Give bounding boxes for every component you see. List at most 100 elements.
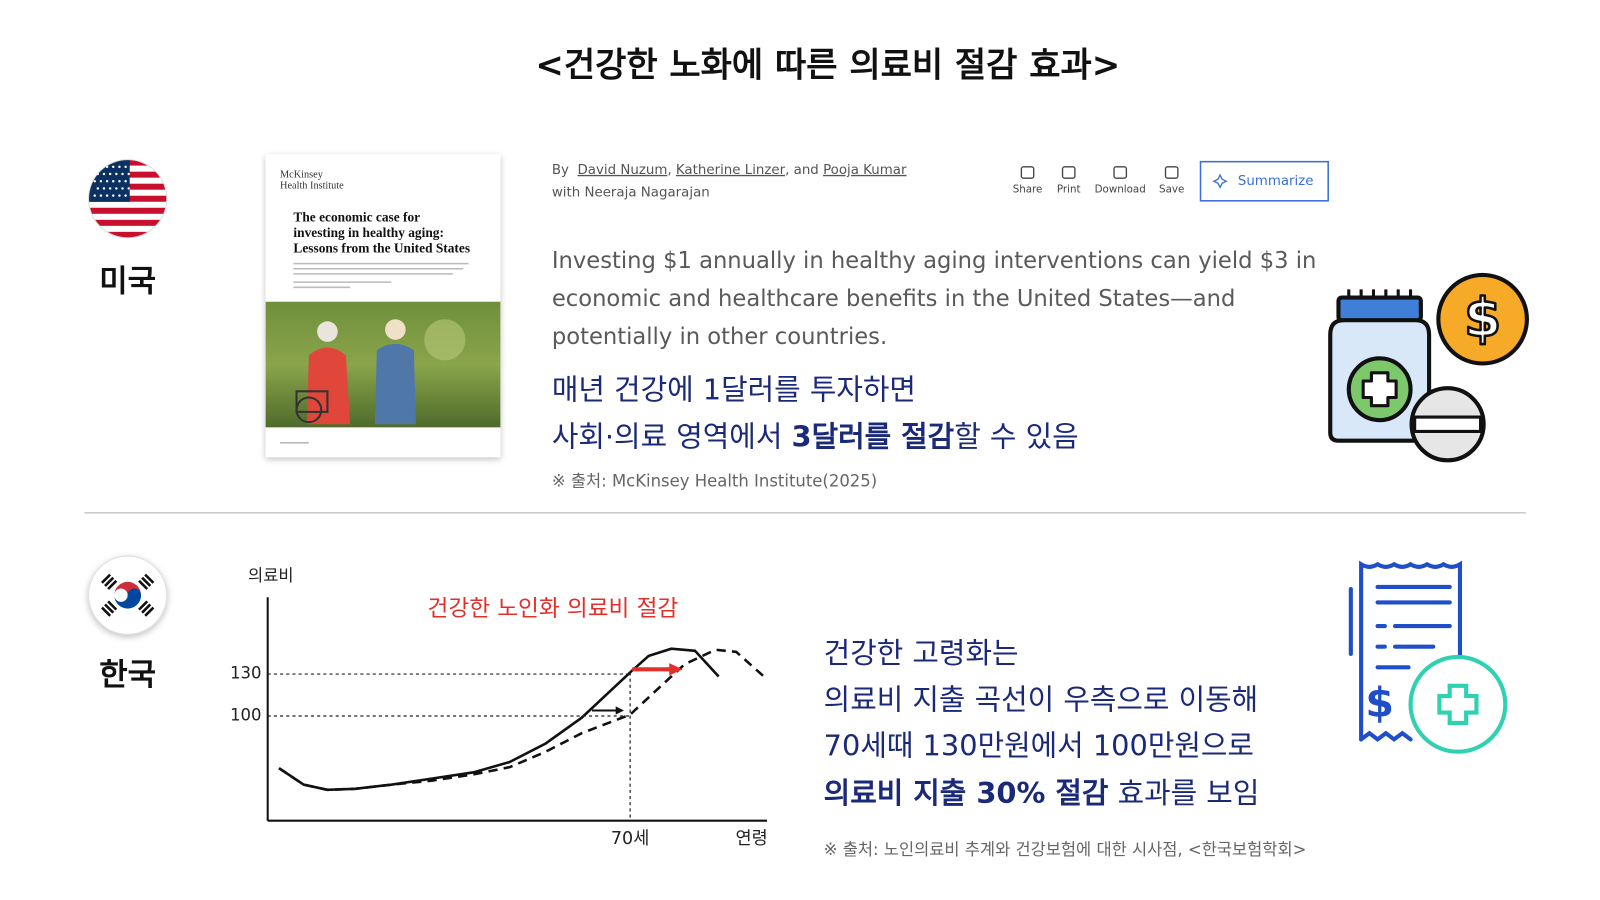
flag-stripe — [88, 231, 167, 238]
flag-star — [124, 165, 127, 169]
summarize-button[interactable] — [1199, 160, 1329, 202]
flag-star — [102, 187, 106, 190]
flag-star — [112, 194, 115, 197]
page-title: <건강한 노화에 따른 의료비 절감 효과> — [535, 45, 1120, 85]
dollar-sign: $ — [1365, 678, 1394, 726]
chart-annotation: 건강한 노인화 의료비 절감 — [428, 596, 679, 622]
dollar-sign: $ — [1464, 286, 1501, 349]
quote-line: Investing $1 annually in healthy aging i… — [552, 248, 1317, 274]
summary-line: 의료비 지출 30% 절감 효과를 보임 — [824, 776, 1260, 810]
y-tick-label: 100 — [230, 705, 261, 724]
flag-star — [118, 194, 121, 197]
flag-star — [99, 194, 103, 197]
summary-line: 의료비 지출 곡선이 우측으로 이동해 — [824, 682, 1258, 716]
flag-star — [127, 187, 130, 190]
photo-people — [295, 319, 466, 425]
summary-line: 70세때 130만원에서 100만원으로 — [824, 729, 1254, 763]
toolbar-icon[interactable] — [1061, 166, 1076, 179]
flag-star — [112, 165, 115, 169]
author-link[interactable]: Katherine Linzer — [676, 163, 786, 178]
byline-word: By — [552, 163, 569, 178]
cover-fine-print — [280, 262, 469, 444]
country-label: 미국 — [99, 264, 156, 300]
flag-star — [124, 194, 127, 197]
summary-line: 건강한 고령화는 — [824, 636, 1019, 670]
phrase: 사회·의료 영역에서 — [552, 420, 792, 454]
cover-title: Lessons from the United States — [293, 240, 470, 255]
receipt-icon: $ — [1348, 560, 1508, 754]
toolbar-icon[interactable] — [1164, 166, 1179, 179]
cover-title: The economic case for — [293, 209, 420, 224]
flag-star — [115, 172, 118, 176]
source-note: ※ 출처: McKinsey Health Institute(2025) — [552, 471, 877, 490]
toolbar-icon[interactable] — [1113, 166, 1128, 179]
cover-title: investing in healthy aging: — [293, 225, 443, 240]
phrase: 효과를 보임 — [1108, 776, 1259, 810]
x-axis-label: 연령 — [736, 829, 768, 849]
quote-line: potentially in other countries. — [552, 324, 887, 350]
report-cover: McKinsey Health Institute The economic c… — [265, 154, 501, 458]
summary-line: 사회·의료 영역에서 3달러를 절감할 수 있음 — [552, 420, 1079, 454]
cost-curve-chart: 의료비 건강한 노인화 의료비 절감 70세 연령 100 130 — [230, 566, 768, 849]
flag-star — [105, 180, 109, 183]
quote-line: economic and healthcare benefits in the … — [552, 286, 1236, 312]
y-axis-label: 의료비 — [248, 566, 293, 585]
summary-line: 매년 건강에 1달러를 투자하면 — [552, 372, 916, 406]
flag-star — [121, 172, 124, 176]
byline-word: , and — [785, 163, 819, 178]
flag-star — [93, 165, 96, 169]
summarize-label[interactable]: Summarize — [1238, 174, 1314, 189]
author-link[interactable]: Pooja Kumar — [823, 163, 907, 178]
flag-star — [118, 180, 121, 183]
kr-flag — [88, 555, 168, 635]
flag-stripe — [88, 225, 167, 233]
byline: By David Nuzum, Katherine Linzer, and Po… — [552, 163, 907, 178]
flag-star — [121, 187, 124, 190]
byline-text: By David Nuzum, Katherine Linzer, and Po… — [552, 163, 907, 178]
flag-star — [96, 187, 100, 190]
flag-stripe — [88, 213, 167, 221]
y-tick-label: 130 — [230, 664, 261, 683]
cover-publisher: McKinsey — [280, 169, 324, 180]
healthy-aging-curve — [278, 648, 765, 792]
flag-star — [112, 180, 115, 183]
flag-star — [99, 180, 103, 183]
flag-star — [108, 172, 112, 176]
sparkle-icon — [1212, 173, 1228, 189]
bold-phrase: 3달러를 절감 — [792, 420, 955, 454]
toolbar-label[interactable]: Save — [1159, 183, 1184, 195]
flag-stripe — [88, 201, 167, 209]
flag-star — [115, 187, 118, 190]
byline-with: with Neeraja Nagarajan — [552, 186, 710, 201]
toolbar-label[interactable]: Print — [1057, 183, 1081, 195]
flag-star — [127, 172, 130, 176]
country-label: 한국 — [99, 657, 156, 693]
shift-arrow-head — [615, 706, 624, 715]
source-note: ※ 출처: 노인의료비 추계와 건강보험에 대한 시사점, <한국보험학회> — [824, 840, 1307, 859]
flag-star — [124, 180, 127, 183]
x-marker-label: 70세 — [611, 829, 649, 849]
toolbar: Share Print Download Save — [1013, 166, 1184, 195]
byline-word: , — [667, 163, 671, 178]
flag-star — [93, 180, 96, 183]
flag-stripe — [88, 207, 167, 215]
bold-phrase: 의료비 지출 30% 절감 — [824, 776, 1109, 810]
phrase: 할 수 있음 — [954, 420, 1078, 454]
flag-star — [93, 194, 96, 197]
flag-star — [118, 165, 121, 169]
toolbar-label[interactable]: Share — [1013, 183, 1043, 195]
us-flag — [88, 159, 167, 238]
cover-publisher: Health Institute — [280, 181, 344, 192]
flag-star — [108, 187, 112, 190]
flag-star — [99, 165, 103, 169]
author-link[interactable]: David Nuzum — [577, 163, 667, 178]
toolbar-label[interactable]: Download — [1095, 183, 1146, 195]
flag-ring — [88, 159, 168, 239]
saving-arrow-head — [669, 663, 683, 676]
flag-stripe — [88, 219, 167, 227]
toolbar-icon[interactable] — [1020, 166, 1035, 179]
medicine-icon: $ — [1328, 272, 1529, 463]
flag-star — [105, 194, 109, 197]
flag-star — [102, 172, 106, 176]
